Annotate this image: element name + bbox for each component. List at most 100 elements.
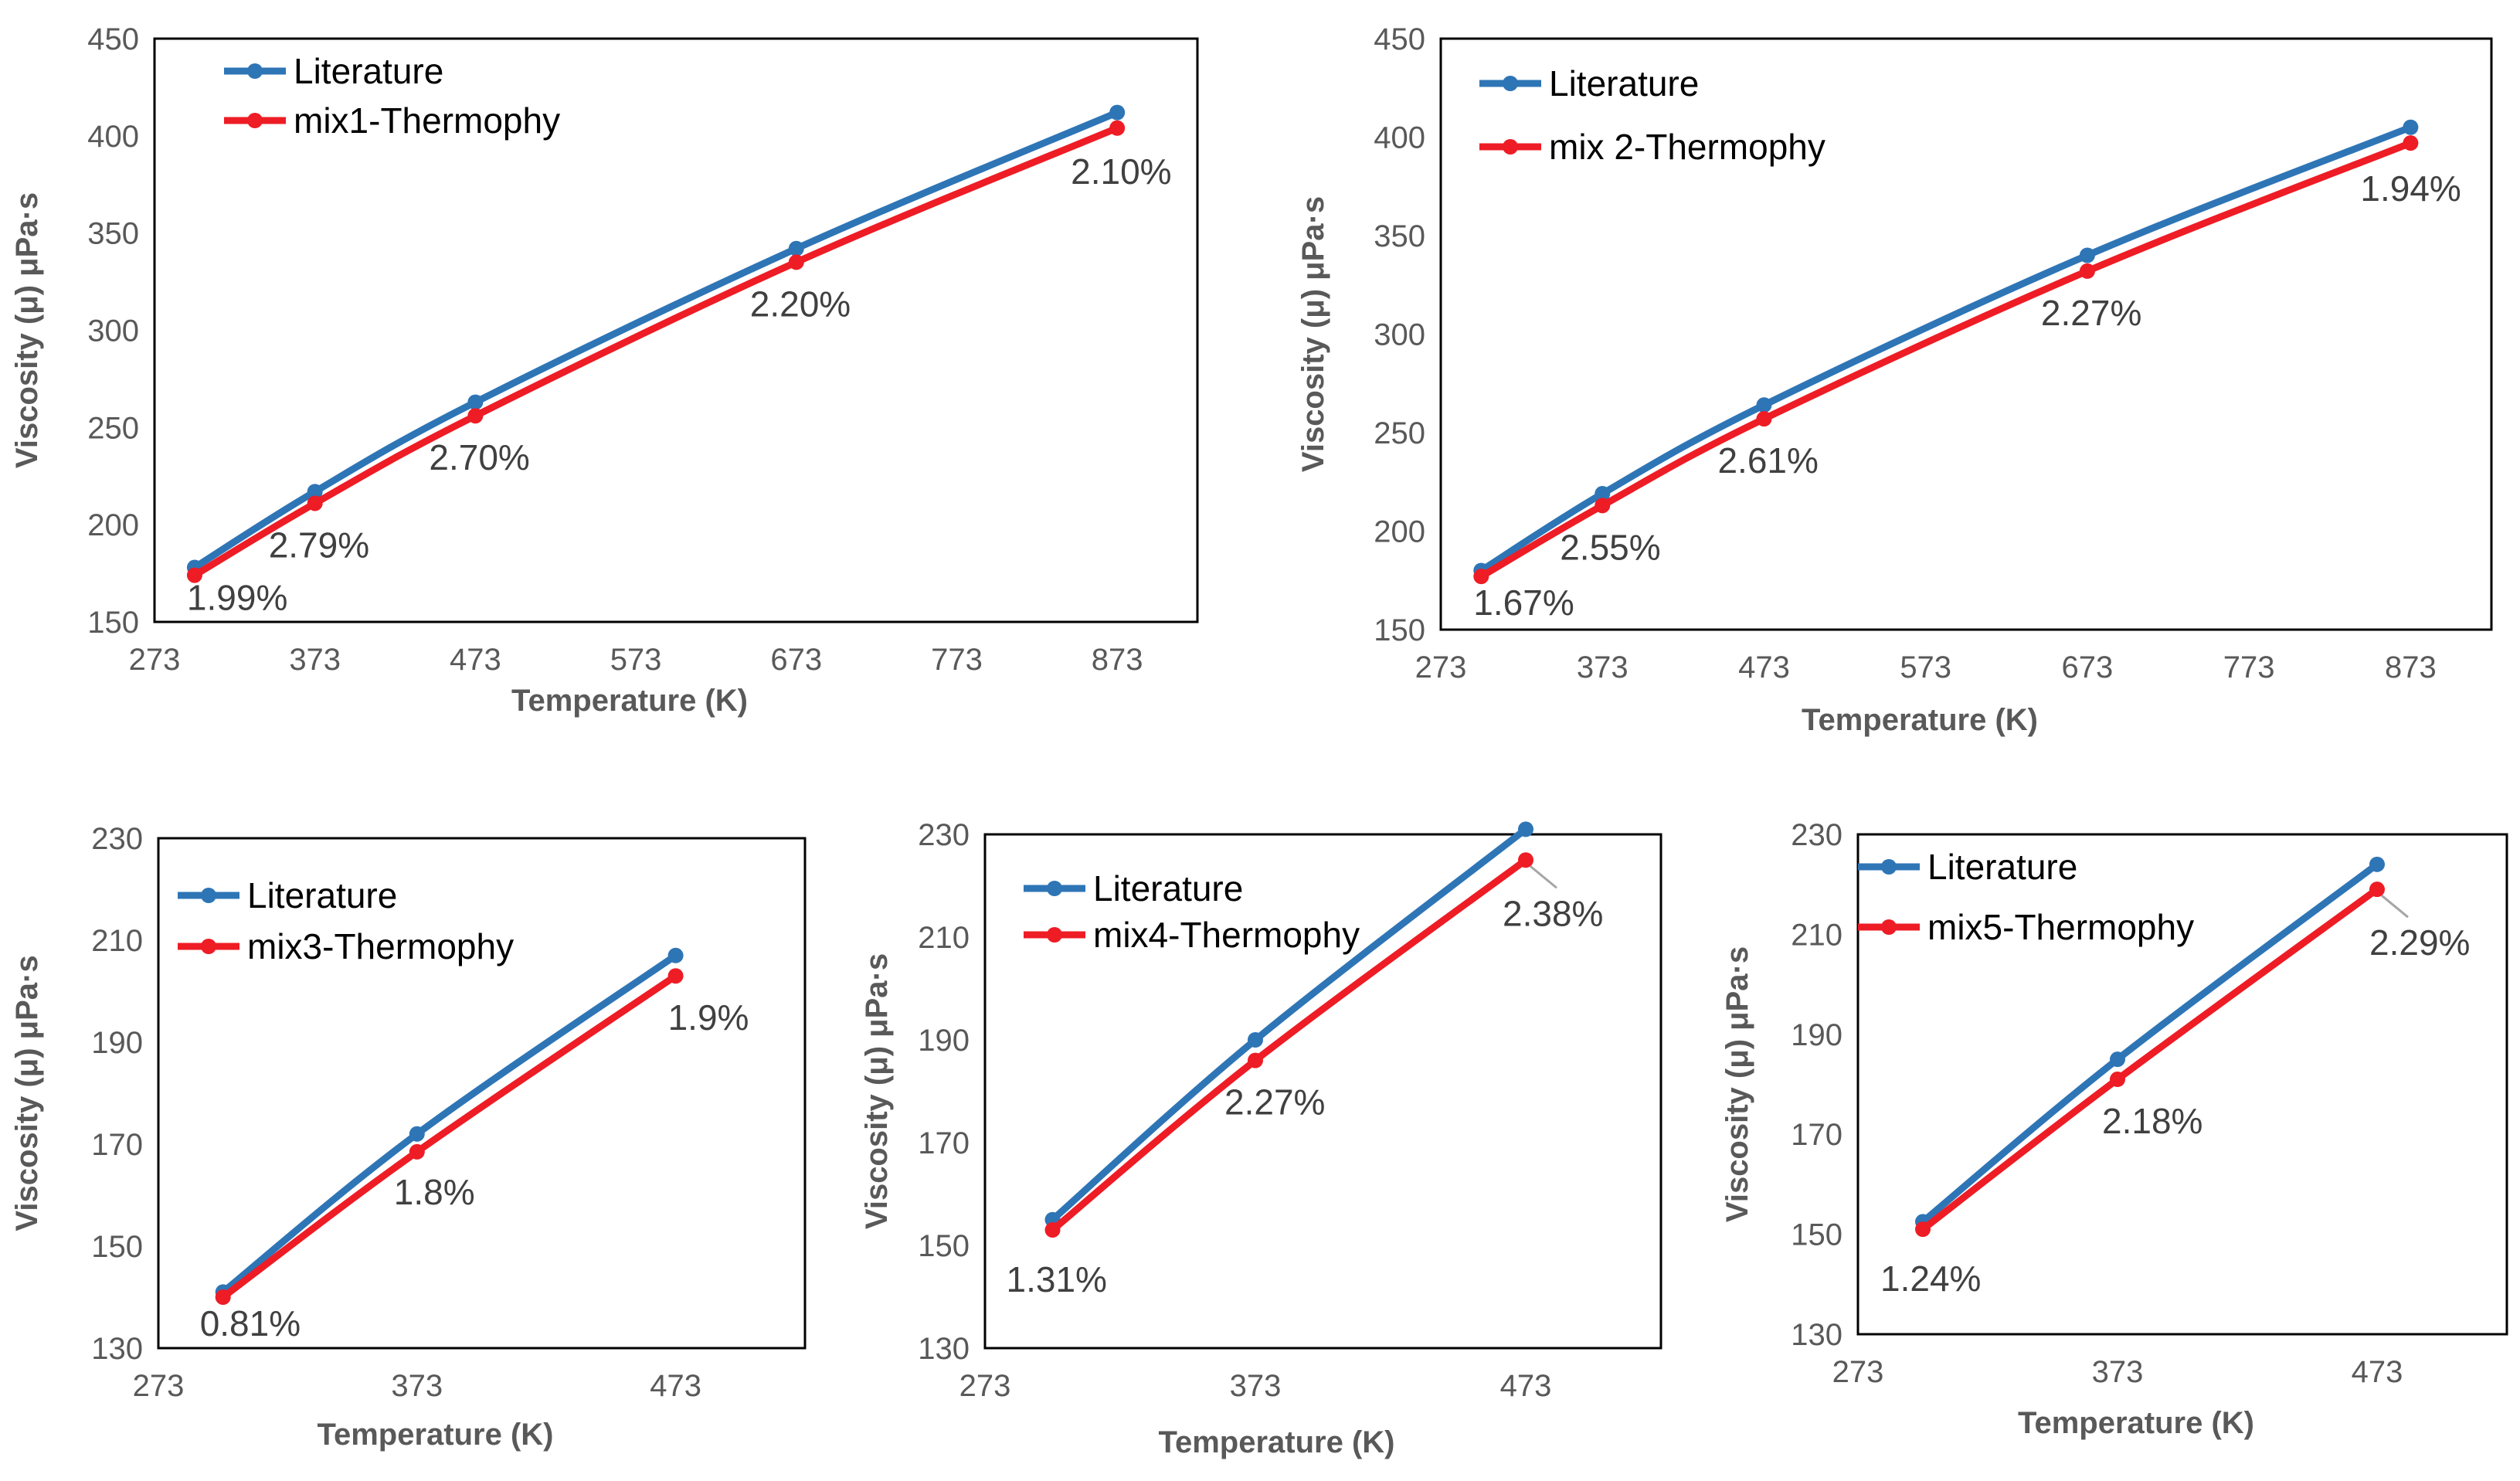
legend-marker <box>1881 859 1897 875</box>
legend-label: mix1-Thermophy <box>294 100 560 141</box>
data-point-thermophy <box>1915 1221 1931 1238</box>
x-tick-label: 373 <box>289 643 341 677</box>
x-tick-label: 473 <box>1500 1369 1552 1403</box>
y-tick-label: 300 <box>1374 318 1425 352</box>
legend-marker <box>1881 919 1897 935</box>
x-axis-title: Temperature (K) <box>511 684 748 718</box>
data-point-thermophy <box>409 1143 425 1160</box>
x-tick-label: 773 <box>931 643 983 677</box>
data-point-literature <box>667 947 684 963</box>
data-label: 1.94% <box>2360 168 2461 209</box>
legend-label: Literature <box>294 51 443 91</box>
y-tick-label: 210 <box>918 921 970 955</box>
y-tick-label: 190 <box>91 1026 143 1060</box>
y-axis-title: Viscosity (μ) μPa·s <box>10 192 44 468</box>
data-point-thermophy <box>1518 852 1533 868</box>
data-point-literature <box>1248 1032 1263 1048</box>
data-point-literature <box>1756 397 1772 413</box>
y-tick-label: 150 <box>918 1229 970 1263</box>
x-tick-label: 573 <box>1900 650 1951 684</box>
legend-marker <box>201 939 216 954</box>
data-point-literature <box>467 394 484 410</box>
data-point-thermophy <box>2369 881 2385 898</box>
legend-label: mix3-Thermophy <box>247 926 514 966</box>
y-tick-label: 400 <box>1374 121 1425 155</box>
x-tick-label: 273 <box>1415 650 1467 684</box>
data-label: 0.81% <box>200 1303 301 1343</box>
data-point-literature <box>1109 104 1126 121</box>
data-point-literature <box>307 484 323 500</box>
chart-panel-4: 273 373 473 130 150 170 190 210 230 Temperature (… <box>860 818 1662 1459</box>
y-tick-label: 130 <box>91 1332 143 1366</box>
data-point-thermophy <box>2403 135 2419 151</box>
series-line-thermophy <box>191 124 1121 579</box>
y-tick-label: 400 <box>87 120 139 154</box>
data-label: 2.18% <box>2102 1101 2202 1141</box>
data-point-thermophy <box>1248 1052 1263 1068</box>
chart-panel-5: 273 373 473 130 150 170 190 210 230 Temperature (… <box>1720 818 2508 1440</box>
data-label: 2.38% <box>1503 893 1603 933</box>
y-tick-label: 210 <box>1791 918 1842 952</box>
legend-marker <box>1047 927 1062 943</box>
x-axis-title: Temperature (K) <box>1802 703 2038 737</box>
y-tick-label: 230 <box>918 818 970 852</box>
x-tick-label: 273 <box>959 1369 1011 1403</box>
y-tick-label: 170 <box>918 1126 970 1160</box>
data-label: 2.55% <box>1560 527 1660 567</box>
plot-area-frame <box>983 833 1662 1350</box>
x-tick-label: 273 <box>1832 1355 1884 1389</box>
data-label: 2.10% <box>1071 151 1171 192</box>
legend-label: Literature <box>1549 63 1699 104</box>
data-label: 2.27% <box>1224 1082 1325 1123</box>
data-label: 2.20% <box>750 284 851 324</box>
y-tick-label: 150 <box>1374 613 1425 647</box>
x-tick-label: 473 <box>1738 650 1790 684</box>
x-tick-label: 673 <box>770 643 822 677</box>
x-axis-title: Temperature (K) <box>1159 1425 1395 1459</box>
data-label: 2.27% <box>2041 293 2141 333</box>
data-point-thermophy <box>667 968 684 984</box>
y-axis-title: Viscosity (μ) μPa·s <box>860 953 894 1229</box>
plot-area-frame <box>153 37 1199 623</box>
data-label: 1.31% <box>1007 1259 1107 1299</box>
data-label: 2.29% <box>2369 922 2470 963</box>
x-axis-title: Temperature (K) <box>318 1418 554 1452</box>
data-point-thermophy <box>1595 498 1611 514</box>
series-line-thermophy <box>1477 139 2414 580</box>
plot-area-frame <box>1856 833 2508 1336</box>
x-tick-label: 473 <box>2352 1355 2403 1389</box>
y-tick-label: 190 <box>1791 1018 1842 1052</box>
y-tick-label: 250 <box>1374 416 1425 450</box>
y-tick-label: 190 <box>918 1024 970 1058</box>
y-tick-label: 230 <box>1791 818 1842 852</box>
y-axis-title: Viscosity (μ) μPa·s <box>10 955 44 1231</box>
x-tick-label: 273 <box>133 1369 185 1403</box>
y-tick-label: 150 <box>91 1230 143 1264</box>
y-tick-label: 200 <box>87 508 139 542</box>
x-tick-label: 473 <box>650 1369 701 1403</box>
legend-label: mix5-Thermophy <box>1927 907 2194 947</box>
series-line-literature <box>191 109 1121 572</box>
legend-marker <box>247 113 263 128</box>
chart-panel-3: 273 373 473 130 150 170 190 210 230 Temperature (… <box>10 822 807 1452</box>
data-point-thermophy <box>467 408 484 424</box>
y-tick-label: 210 <box>91 924 143 958</box>
data-label-leader <box>2381 895 2409 919</box>
data-label: 1.67% <box>1473 583 1574 623</box>
y-tick-label: 150 <box>87 606 139 640</box>
data-label: 2.61% <box>1717 440 1818 481</box>
data-label-leader <box>1530 865 1557 889</box>
x-tick-label: 573 <box>610 643 662 677</box>
y-axis-title: Viscosity (μ) μPa·s <box>1296 196 1330 472</box>
legend-label: Literature <box>1093 868 1243 909</box>
data-point-thermophy <box>186 567 202 583</box>
y-tick-label: 130 <box>918 1332 970 1366</box>
y-tick-label: 150 <box>1791 1218 1842 1252</box>
x-tick-label: 873 <box>2385 650 2437 684</box>
y-tick-label: 230 <box>91 822 143 856</box>
y-tick-label: 130 <box>1791 1318 1842 1352</box>
data-point-literature <box>409 1126 425 1142</box>
data-label: 1.9% <box>668 997 749 1038</box>
chart-panel-1: 273 373 473 573 673 773 873 150 200 250 300 350 400 4… <box>10 22 1199 718</box>
